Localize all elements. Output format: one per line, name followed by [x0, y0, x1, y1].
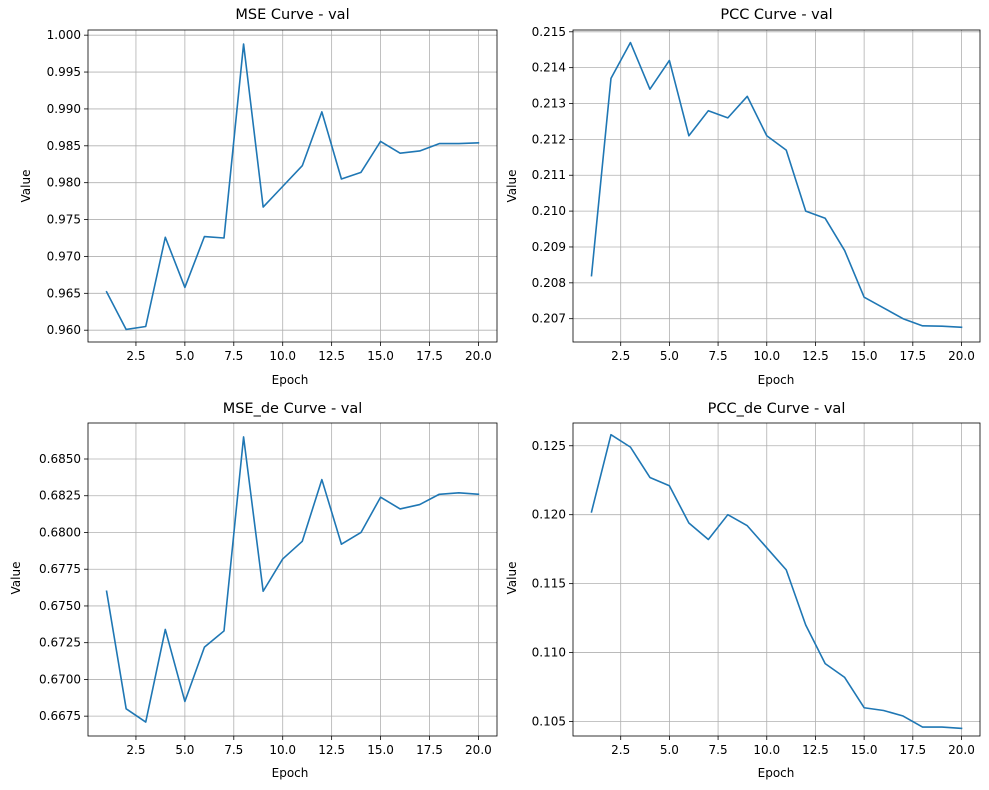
- x-tick-label: 12.5: [802, 349, 829, 363]
- x-tick-label: 20.0: [948, 743, 975, 757]
- y-tick-label: 0.120: [532, 508, 566, 522]
- subplot-pcc-de: 2.5 5.0 7.5 10.0 12.5 15.0 17.5 20.0 0.105 0.110 0…: [505, 401, 981, 780]
- x-tick-label: 15.0: [851, 743, 878, 757]
- y-tick-label: 0.209: [532, 240, 566, 254]
- x-tick-label: 5.0: [175, 743, 194, 757]
- x-axis-label: Epoch: [758, 766, 795, 780]
- y-tick-label: 1.000: [47, 28, 81, 42]
- y-tick-label: 0.6700: [39, 672, 81, 686]
- y-tick-label: 0.975: [47, 213, 81, 227]
- y-tick-label: 0.213: [532, 97, 566, 111]
- x-tick-label: 17.5: [899, 743, 926, 757]
- y-tick-label: 0.207: [532, 312, 566, 326]
- chart-title: MSE Curve - val: [235, 7, 349, 23]
- y-tick-label: 0.211: [532, 168, 566, 182]
- y-tick-label: 0.6675: [39, 709, 81, 723]
- y-axis-label: Value: [505, 170, 519, 203]
- x-tick-label: 15.0: [367, 349, 394, 363]
- x-tick-label: 10.0: [269, 743, 296, 757]
- x-axis-label: Epoch: [272, 373, 309, 387]
- x-tick-label: 15.0: [851, 349, 878, 363]
- x-tick-label: 2.5: [611, 349, 630, 363]
- x-axis-label: Epoch: [758, 373, 795, 387]
- y-tick-label: 0.115: [532, 577, 566, 591]
- chart-title: MSE_de Curve - val: [223, 401, 363, 417]
- x-tick-label: 10.0: [753, 743, 780, 757]
- x-tick-label: 10.0: [753, 349, 780, 363]
- y-tick-label: 0.6725: [39, 636, 81, 650]
- y-tick-label: 0.208: [532, 276, 566, 290]
- y-tick-label: 0.995: [47, 65, 81, 79]
- y-tick-label: 0.965: [47, 286, 81, 300]
- x-tick-label: 7.5: [709, 349, 728, 363]
- y-tick-label: 0.960: [47, 323, 81, 337]
- y-tick-label: 0.990: [47, 102, 81, 116]
- y-tick-label: 0.214: [532, 61, 566, 75]
- series-line: [590, 41, 963, 329]
- subplot-mse-de: 2.5 5.0 7.5 10.0 12.5 15.0 17.5 20.0 0.6675 0.670…: [9, 401, 498, 780]
- series-line: [105, 436, 480, 723]
- x-tick-label: 12.5: [318, 349, 345, 363]
- y-tick-label: 0.6825: [39, 489, 81, 503]
- x-tick-label: 20.0: [465, 349, 492, 363]
- y-tick-label: 0.105: [532, 715, 566, 729]
- x-tick-label: 20.0: [465, 743, 492, 757]
- chart-title: PCC Curve - val: [720, 7, 832, 23]
- x-tick-label: 12.5: [318, 743, 345, 757]
- axes-frame: [87, 422, 498, 737]
- x-tick-label: 5.0: [660, 743, 679, 757]
- y-axis-label: Value: [505, 562, 519, 595]
- x-tick-label: 5.0: [175, 349, 194, 363]
- x-tick-label: 7.5: [224, 743, 243, 757]
- x-tick-label: 7.5: [709, 743, 728, 757]
- x-tick-label: 20.0: [948, 349, 975, 363]
- x-tick-label: 17.5: [416, 743, 443, 757]
- x-tick-label: 2.5: [126, 349, 145, 363]
- y-tick-label: 0.210: [532, 204, 566, 218]
- y-tick-label: 0.985: [47, 139, 81, 153]
- y-tick-label: 0.125: [532, 439, 566, 453]
- x-tick-label: 17.5: [416, 349, 443, 363]
- y-axis-label: Value: [9, 562, 23, 595]
- axes-frame: [572, 29, 981, 343]
- subplot-pcc: 2.5 5.0 7.5 10.0 12.5 15.0 17.5 20.0 0.207 0.208 0…: [505, 7, 981, 387]
- axes-frame: [572, 422, 981, 737]
- y-axis-label: Value: [19, 170, 33, 203]
- x-tick-label: 5.0: [660, 349, 679, 363]
- x-axis-label: Epoch: [272, 766, 309, 780]
- y-tick-label: 0.110: [532, 646, 566, 660]
- x-tick-label: 2.5: [611, 743, 630, 757]
- y-tick-label: 0.6750: [39, 599, 81, 613]
- subplot-mse: 2.5 5.0 7.5 10.0 12.5 15.0 17.5 20.0 0.960 0.965 0…: [19, 7, 498, 387]
- x-tick-label: 7.5: [224, 349, 243, 363]
- y-tick-label: 0.6775: [39, 562, 81, 576]
- x-tick-label: 10.0: [269, 349, 296, 363]
- y-tick-label: 0.212: [532, 132, 566, 146]
- y-tick-label: 0.970: [47, 249, 81, 263]
- series-line: [105, 43, 480, 331]
- axes-frame: [87, 29, 498, 343]
- x-tick-label: 17.5: [899, 349, 926, 363]
- y-tick-label: 0.6800: [39, 525, 81, 539]
- y-tick-label: 0.980: [47, 176, 81, 190]
- series-line: [590, 433, 963, 730]
- x-tick-label: 15.0: [367, 743, 394, 757]
- y-tick-label: 0.215: [532, 25, 566, 39]
- x-tick-label: 12.5: [802, 743, 829, 757]
- y-tick-label: 0.6850: [39, 452, 81, 466]
- x-tick-label: 2.5: [126, 743, 145, 757]
- chart-title: PCC_de Curve - val: [708, 401, 846, 417]
